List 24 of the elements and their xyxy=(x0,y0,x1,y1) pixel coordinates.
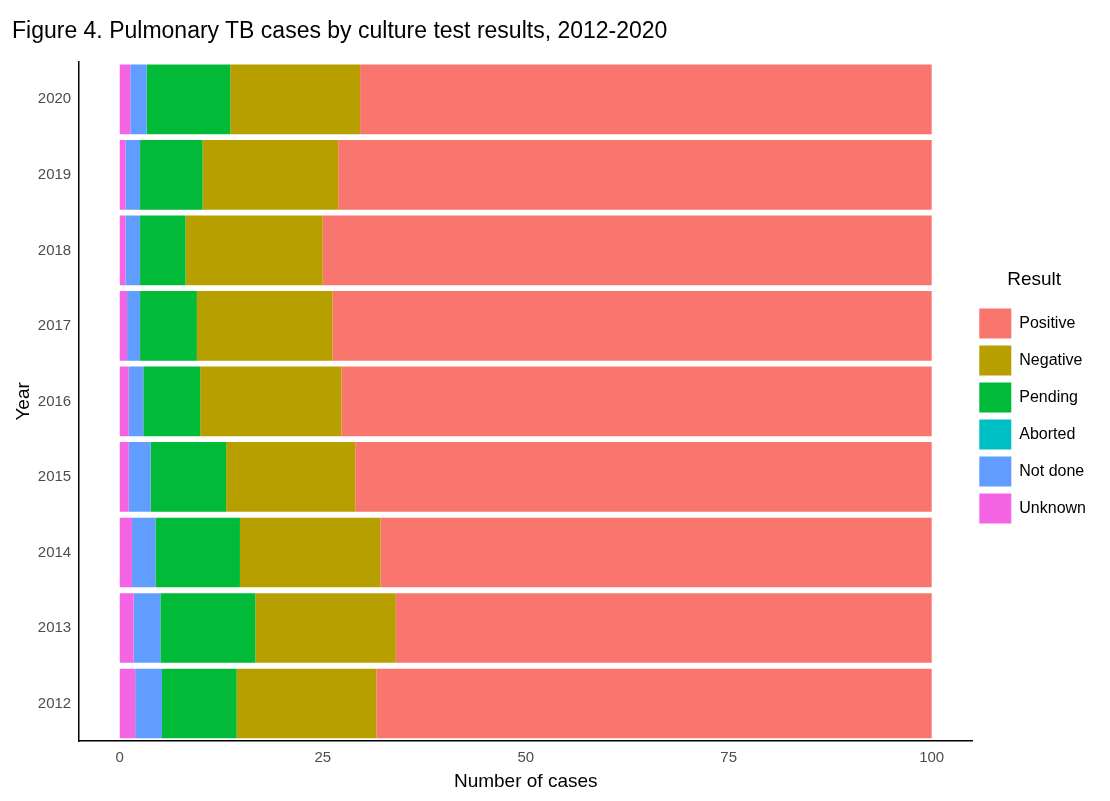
x-tick-label: 25 xyxy=(314,748,332,766)
y-tick-label: 2020 xyxy=(37,89,72,107)
y-axis-title: Year xyxy=(11,381,33,421)
legend-label: Unknown xyxy=(1019,498,1086,516)
legend-label: Pending xyxy=(1019,387,1079,405)
y-tick-label: 2018 xyxy=(37,240,72,258)
x-tick-label: 75 xyxy=(720,748,738,766)
x-tick-label: 50 xyxy=(517,748,535,766)
chart-title: Figure 4. Pulmonary TB cases by culture test results, 2012-2020 xyxy=(12,17,668,44)
legend-label: Positive xyxy=(1019,313,1076,331)
y-tick-label: 2012 xyxy=(37,693,72,711)
y-tick-label: 2019 xyxy=(37,165,72,183)
legend-label: Negative xyxy=(1019,350,1083,368)
legend-label: Aborted xyxy=(1019,424,1076,442)
y-tick-label: 2017 xyxy=(37,316,72,334)
x-tick-label: 0 xyxy=(115,748,124,766)
legend-title: Result xyxy=(1007,268,1062,290)
y-tick-label: 2013 xyxy=(37,618,72,636)
y-tick-label: 2014 xyxy=(37,542,72,560)
y-tick-label: 2016 xyxy=(37,391,72,409)
x-axis-title: Number of cases xyxy=(453,769,598,791)
legend-label: Not done xyxy=(1019,461,1085,479)
y-tick-label: 2015 xyxy=(37,467,72,485)
x-tick-label: 100 xyxy=(919,748,945,766)
